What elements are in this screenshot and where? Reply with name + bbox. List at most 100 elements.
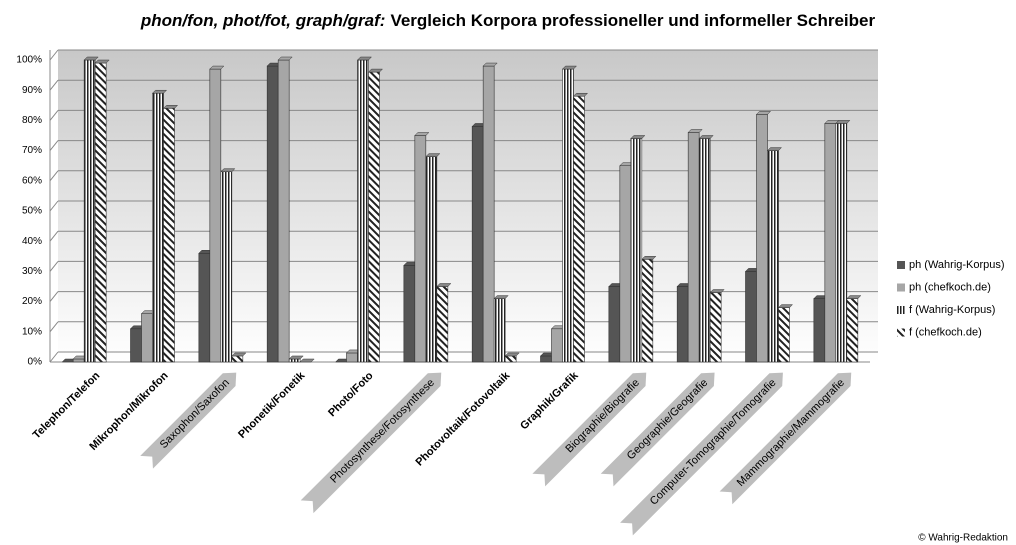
credit: © Wahrig-Redaktion — [918, 533, 1008, 544]
x-tick: Photosynthese/Fotosynthese — [300, 372, 442, 514]
legend-swatch — [897, 261, 905, 269]
bar-top — [414, 132, 430, 136]
bar — [745, 271, 757, 363]
bar-top — [299, 358, 315, 363]
bar-top — [493, 295, 509, 299]
bar-top — [572, 92, 589, 97]
bar — [756, 114, 768, 363]
bar — [403, 265, 416, 363]
bar-top — [630, 135, 646, 139]
grid-line — [49, 261, 59, 272]
bar-top — [220, 168, 236, 172]
x-tick-label: Computer-Tomographie/Tomografie — [648, 377, 779, 508]
bar — [709, 292, 722, 363]
bar-top — [561, 65, 578, 70]
x-tick: Mammographie/Mammografie — [719, 372, 852, 505]
bar-top — [162, 105, 179, 109]
bar — [368, 71, 380, 363]
grid-line — [49, 351, 59, 363]
bar — [163, 108, 175, 363]
y-tick-label: 20% — [22, 296, 42, 307]
bar — [346, 352, 358, 363]
legend-label: f (chefkoch.de) — [909, 326, 982, 338]
bar-top — [151, 89, 168, 94]
bar — [778, 307, 790, 363]
bar — [266, 65, 279, 363]
legend-swatch — [897, 306, 905, 314]
chart-title: phon/fon, phot/fot, graph/graf: Vergleich… — [140, 11, 876, 30]
plot-background — [58, 50, 878, 362]
bar — [220, 171, 233, 363]
x-tick-label: Telephon/Telefon — [31, 370, 103, 442]
bar — [357, 59, 369, 363]
grid-line — [49, 170, 59, 182]
bar — [152, 92, 164, 363]
bar-top — [436, 283, 452, 287]
y-tick-label: 90% — [22, 85, 42, 96]
x-tick: Geographie/Geografie — [600, 372, 715, 487]
label-highlight — [300, 372, 442, 514]
x-tick: Biographie/Biografie — [532, 372, 647, 487]
legend-label: ph (chefkoch.de) — [909, 281, 991, 293]
legend-swatch — [897, 283, 905, 292]
bar-top — [288, 355, 304, 360]
bar-top — [687, 129, 703, 133]
legend-label: f (Wahrig-Korpus) — [909, 304, 995, 316]
bar — [198, 252, 211, 363]
x-tick: Graphik/Grafik — [518, 369, 581, 432]
grid-line — [49, 230, 59, 242]
y-tick-label: 40% — [22, 236, 42, 247]
bar — [231, 355, 244, 363]
bar — [209, 68, 222, 363]
bar — [83, 59, 96, 363]
x-tick: Telephon/Telefon — [31, 370, 103, 442]
bar — [641, 259, 654, 363]
bar — [425, 156, 438, 363]
grid-line — [49, 140, 59, 151]
grid-line — [49, 79, 59, 91]
bar-top — [482, 62, 498, 67]
bar-top — [755, 111, 772, 115]
bar — [436, 286, 449, 363]
bar-top — [846, 295, 862, 299]
y-tick-label: 0% — [28, 357, 43, 368]
bar-top — [641, 256, 657, 260]
grid-line — [49, 321, 59, 333]
label-highlight — [140, 372, 237, 469]
bar-top — [698, 135, 714, 139]
bar-top — [766, 147, 783, 151]
x-tick-label: Graphik/Grafik — [518, 369, 581, 432]
x-tick-label: Photo/Foto — [326, 370, 376, 420]
title-italic: phon/fon, phot/fot, graph/graf: — [140, 11, 386, 30]
legend-swatch — [897, 328, 905, 337]
y-tick-label: 100% — [16, 55, 42, 66]
bar-top — [709, 289, 725, 293]
grid-line — [49, 110, 59, 121]
bar — [130, 328, 142, 363]
y-tick-label: 80% — [22, 115, 42, 126]
bar-top — [231, 352, 247, 357]
bar — [698, 138, 711, 363]
y-tick-label: 50% — [22, 206, 42, 217]
bar-top — [835, 120, 851, 124]
bar — [846, 298, 859, 363]
bar-top — [277, 56, 293, 61]
bar — [824, 123, 837, 363]
bar — [813, 298, 826, 363]
bar — [72, 358, 85, 363]
legend-label: ph (Wahrig-Korpus) — [909, 259, 1005, 271]
bar-top — [367, 68, 384, 73]
bar — [482, 65, 495, 363]
bar — [562, 68, 574, 363]
bar — [619, 165, 632, 363]
y-tick-label: 10% — [22, 326, 42, 337]
bar — [504, 355, 517, 363]
bar-top — [209, 65, 225, 70]
bar — [767, 150, 779, 363]
label-highlight — [600, 372, 715, 487]
bar — [573, 95, 585, 363]
bar — [493, 298, 506, 363]
bar-top — [356, 56, 373, 61]
bar-top — [425, 153, 441, 157]
